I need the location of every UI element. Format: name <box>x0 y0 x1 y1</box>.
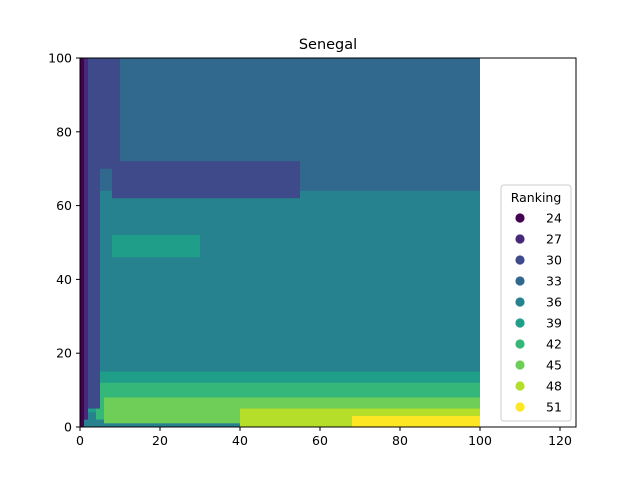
legend-label-42: 42 <box>546 337 562 352</box>
legend-label-48: 48 <box>546 379 562 394</box>
heatmap-region-11 <box>112 161 300 199</box>
legend-label-45: 45 <box>546 358 562 373</box>
legend-marker-24 <box>515 213 525 223</box>
legend-marker-30 <box>515 255 525 265</box>
legend-title: Ranking <box>511 190 562 205</box>
x-tick-label-120: 120 <box>548 433 572 448</box>
heatmap-region-8 <box>352 415 480 427</box>
y-tick-label-40: 40 <box>56 272 72 287</box>
legend-label-36: 36 <box>546 295 562 310</box>
legend-marker-39 <box>515 318 525 328</box>
x-tick-label-80: 80 <box>392 433 408 448</box>
heatmap-region-14 <box>80 58 84 427</box>
y-tick-label-60: 60 <box>56 198 72 213</box>
x-tick-label-40: 40 <box>232 433 248 448</box>
plot-area <box>80 58 480 427</box>
legend: Ranking 24 27 30 33 36 39 42 45 48 51 <box>500 184 572 422</box>
heatmap-region-2 <box>80 190 480 376</box>
legend-label-27: 27 <box>546 232 562 247</box>
x-tick-label-100: 100 <box>468 433 492 448</box>
legend-marker-45 <box>515 360 525 370</box>
legend-label-51: 51 <box>546 400 562 415</box>
axes: 0 20 40 60 80 100 120 0 20 40 60 80 100 <box>48 51 577 448</box>
y-tick-label-0: 0 <box>64 420 72 435</box>
legend-marker-48 <box>515 381 525 391</box>
legend-marker-33 <box>515 276 525 286</box>
legend-marker-42 <box>515 339 525 349</box>
legend-marker-36 <box>515 297 525 307</box>
y-tick-label-80: 80 <box>56 124 72 139</box>
legend-marker-51 <box>515 402 525 412</box>
chart-title: Senegal <box>299 37 357 53</box>
legend-label-30: 30 <box>546 253 562 268</box>
axes-frame <box>79 57 577 428</box>
y-tick-label-20: 20 <box>56 346 72 361</box>
legend-marker-27 <box>515 234 525 244</box>
x-tick-label-60: 60 <box>312 433 328 448</box>
x-tick-label-0: 0 <box>76 433 84 448</box>
legend-label-33: 33 <box>546 274 562 289</box>
x-tick-label-20: 20 <box>152 433 168 448</box>
legend-label-39: 39 <box>546 316 562 331</box>
heatmap-region-9 <box>112 235 200 258</box>
y-tick-label-100: 100 <box>48 51 72 66</box>
legend-label-24: 24 <box>546 211 562 226</box>
